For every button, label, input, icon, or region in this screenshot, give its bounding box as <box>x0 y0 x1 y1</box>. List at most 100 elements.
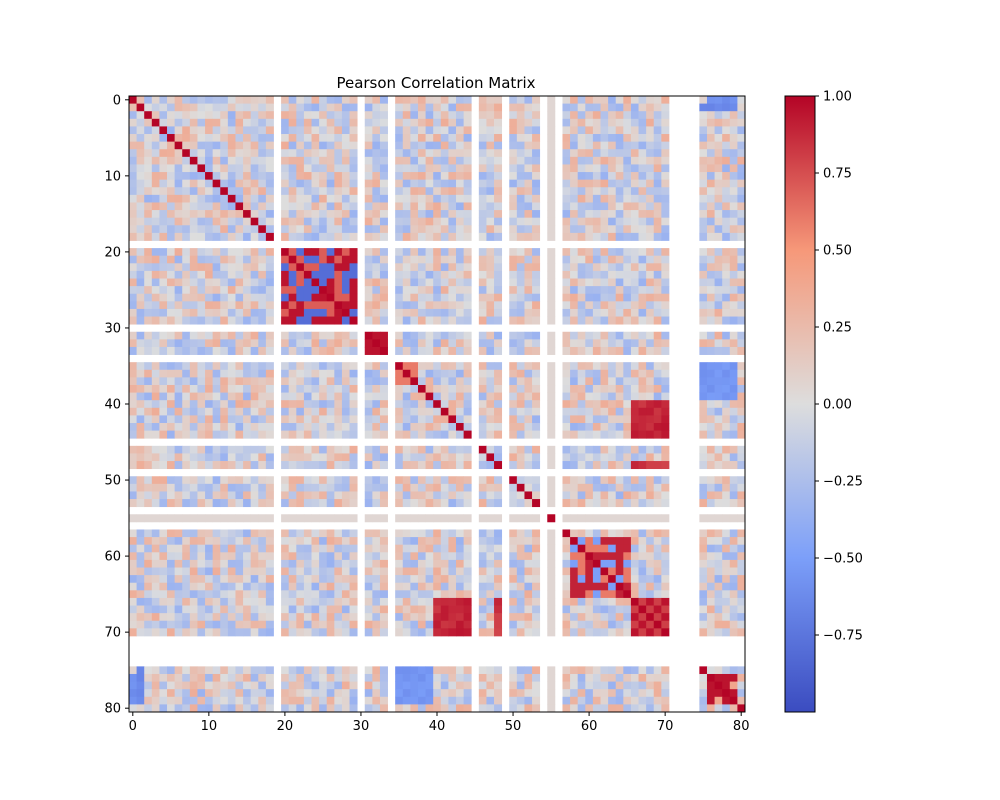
heatmap-cell <box>311 103 320 112</box>
heatmap-cell <box>714 346 723 355</box>
heatmap-cell <box>205 111 214 120</box>
heatmap-cell <box>174 255 183 264</box>
heatmap-cell <box>182 232 191 241</box>
heatmap-cell <box>296 407 305 416</box>
heatmap-cell <box>136 362 145 371</box>
heatmap-cell <box>615 453 624 462</box>
heatmap-cell <box>167 111 176 120</box>
heatmap-cell <box>212 202 221 211</box>
heatmap-cell <box>714 225 723 234</box>
heatmap-cell <box>243 187 252 196</box>
heatmap-cell <box>653 308 662 317</box>
heatmap-cell <box>151 620 160 629</box>
heatmap-cell <box>258 673 267 682</box>
heatmap-cell <box>281 187 290 196</box>
heatmap-cell <box>562 559 571 568</box>
heatmap-cell <box>349 392 358 401</box>
heatmap-cell <box>722 255 731 264</box>
heatmap-cell <box>433 278 442 287</box>
heatmap-cell <box>311 704 320 713</box>
heatmap-cell <box>258 301 267 310</box>
heatmap-cell <box>220 575 229 584</box>
heatmap-cell <box>600 286 609 295</box>
heatmap-cell <box>159 605 168 614</box>
heatmap-cell <box>159 232 168 241</box>
heatmap-cell <box>638 537 647 546</box>
heatmap-cell <box>661 156 670 165</box>
heatmap-cell <box>706 430 715 439</box>
heatmap-cell <box>486 362 495 371</box>
heatmap-cell <box>311 567 320 576</box>
heatmap-cell <box>417 537 426 546</box>
heatmap-cell <box>379 400 388 409</box>
heatmap-cell <box>303 316 312 325</box>
heatmap-cell <box>265 194 274 203</box>
heatmap-cell <box>524 537 533 546</box>
heatmap-cell <box>646 103 655 112</box>
heatmap-cell <box>144 156 153 165</box>
heatmap-cell <box>615 96 624 104</box>
heatmap-cell <box>592 673 601 682</box>
heatmap-cell <box>478 346 487 355</box>
heatmap-cell <box>699 278 708 287</box>
heatmap-cell <box>661 483 670 492</box>
heatmap-cell <box>311 628 320 637</box>
heatmap-cell <box>303 476 312 485</box>
heatmap-cell <box>174 476 183 485</box>
heatmap-cell <box>189 590 198 599</box>
heatmap-cell <box>570 308 579 317</box>
heatmap-cell <box>197 316 206 325</box>
heatmap-cell <box>440 407 449 416</box>
heatmap-cell <box>417 514 426 523</box>
heatmap-cell <box>547 210 556 219</box>
heatmap-cell <box>159 704 168 713</box>
heatmap-cell <box>547 567 556 576</box>
heatmap-cell <box>250 202 259 211</box>
heatmap-cell <box>608 430 617 439</box>
heatmap-cell <box>494 666 503 675</box>
heatmap-cell <box>296 126 305 135</box>
heatmap-cell <box>699 681 708 690</box>
heatmap-cell <box>737 559 746 568</box>
heatmap-cell <box>630 369 639 378</box>
heatmap-cell <box>326 308 335 317</box>
heatmap-cell <box>296 704 305 713</box>
heatmap-cell <box>258 552 267 561</box>
heatmap-cell <box>372 400 381 409</box>
heatmap-cell <box>151 453 160 462</box>
heatmap-cell <box>319 483 328 492</box>
heatmap-cell <box>532 164 541 173</box>
heatmap-cell <box>494 217 503 226</box>
heatmap-cell <box>585 689 594 698</box>
heatmap-cell <box>638 445 647 454</box>
heatmap-cell <box>129 704 137 713</box>
heatmap-cell <box>341 666 350 675</box>
heatmap-cell <box>646 605 655 614</box>
heatmap-cell <box>463 491 472 500</box>
heatmap-cell <box>349 308 358 317</box>
heatmap-cell <box>417 430 426 439</box>
heatmap-cell <box>547 111 556 120</box>
heatmap-cell <box>250 377 259 386</box>
heatmap-cell <box>182 613 191 622</box>
heatmap-cell <box>212 666 221 675</box>
heatmap-cell <box>288 384 297 393</box>
heatmap-cell <box>699 293 708 302</box>
heatmap-cell <box>653 537 662 546</box>
heatmap-cell <box>592 529 601 538</box>
heatmap-cell <box>494 232 503 241</box>
heatmap-cell <box>220 96 229 104</box>
heatmap-cell <box>410 590 419 599</box>
heatmap-cell <box>265 278 274 287</box>
heatmap-cell <box>425 666 434 675</box>
heatmap-cell <box>379 704 388 713</box>
heatmap-cell <box>737 704 746 713</box>
heatmap-cell <box>638 308 647 317</box>
heatmap-cell <box>638 552 647 561</box>
heatmap-cell <box>524 567 533 576</box>
heatmap-cell <box>699 134 708 143</box>
heatmap-cell <box>144 263 153 272</box>
heatmap-cell <box>547 445 556 454</box>
heatmap-cell <box>174 293 183 302</box>
